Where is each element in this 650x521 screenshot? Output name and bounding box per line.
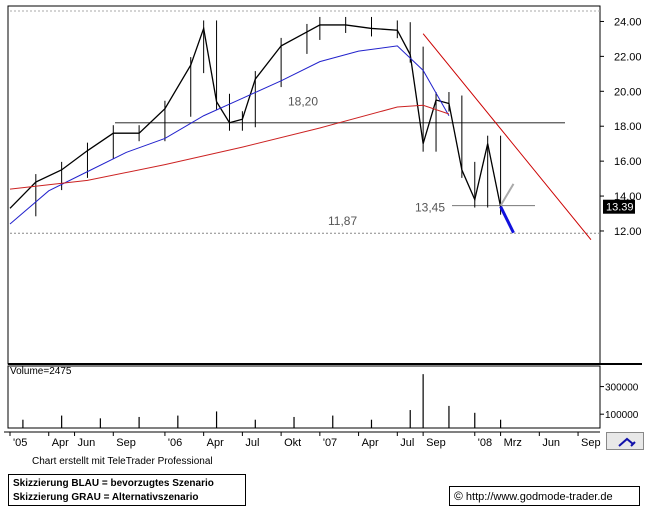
- trend-arrow-icon: [618, 437, 636, 447]
- x-tick-label: Sep: [581, 437, 601, 449]
- last-price-label: 13.39: [606, 202, 634, 214]
- price-tick-label: 22.00: [614, 51, 642, 63]
- x-axis: '05 Apr Jun Sep '06 Apr Jul Okt '07 Apr Jul Sep '08 M…: [4, 431, 601, 449]
- legend-line-blue: Skizzierung BLAU = bevorzugtes Szenario: [13, 478, 214, 489]
- scenario-blue-arrow: [499, 205, 515, 234]
- x-tick-label: Apr: [52, 437, 69, 449]
- x-tick-label: Sep: [426, 437, 446, 449]
- last-price-box: [603, 199, 635, 214]
- chart-credit: Chart erstellt mit TeleTrader Profession…: [32, 456, 213, 467]
- x-tick-label: Jun: [542, 437, 560, 449]
- x-tick-label: Apr: [207, 437, 224, 449]
- price-tick-label: 18.00: [614, 121, 642, 133]
- legend-line-gray: Skizzierung GRAU = Alternativszenario: [13, 492, 199, 503]
- x-tick-label: '06: [168, 437, 182, 449]
- x-tick-label: Mrz: [504, 437, 522, 449]
- x-tick-label: Apr: [362, 437, 379, 449]
- volume-label: Volume=2475: [10, 366, 72, 377]
- price-panel: 24.0022.0020.0018.0016.0014.0012.0018,20…: [7, 5, 642, 365]
- x-tick-label: Jul: [400, 437, 414, 449]
- volume-frame: [7, 365, 601, 429]
- price-tick-label: 20.00: [614, 86, 642, 98]
- x-tick-label: '08: [478, 437, 492, 449]
- x-tick-label: Sep: [116, 437, 136, 449]
- x-tick-label: Jul: [245, 437, 259, 449]
- downtrend-line: [422, 33, 592, 241]
- x-tick-label: Okt: [284, 437, 301, 449]
- moving-average-line: [9, 104, 450, 190]
- volume-tick-label: 300000: [605, 383, 639, 394]
- x-tick-label: '07: [323, 437, 337, 449]
- copyright-icon: ©: [454, 489, 463, 503]
- source-url[interactable]: http://www.godmode-trader.de: [465, 491, 613, 503]
- scenario-legend: Skizzierung BLAU = bevorzugtes Szenario …: [8, 474, 246, 506]
- volume-tick-label: 100000: [605, 410, 639, 421]
- moving-average-line: [9, 45, 450, 225]
- chart-navigator-widget[interactable]: [606, 432, 644, 450]
- scenario-gray-arrow: [499, 183, 515, 207]
- volume-panel: 300000 100000: [7, 365, 639, 429]
- x-tick-label: Jun: [78, 437, 96, 449]
- source-link[interactable]: © http://www.godmode-trader.de: [449, 486, 640, 506]
- level-annotation: 18,20: [288, 95, 318, 109]
- price-tick-label: 24.00: [614, 16, 642, 28]
- price-tick-label: 12.00: [614, 226, 642, 238]
- x-tick-label: '05: [13, 437, 27, 449]
- level-annotation: 11,87: [328, 214, 357, 228]
- price-frame: [7, 5, 601, 365]
- level-annotation: 13,45: [415, 201, 445, 215]
- price-tick-label: 16.00: [614, 156, 642, 168]
